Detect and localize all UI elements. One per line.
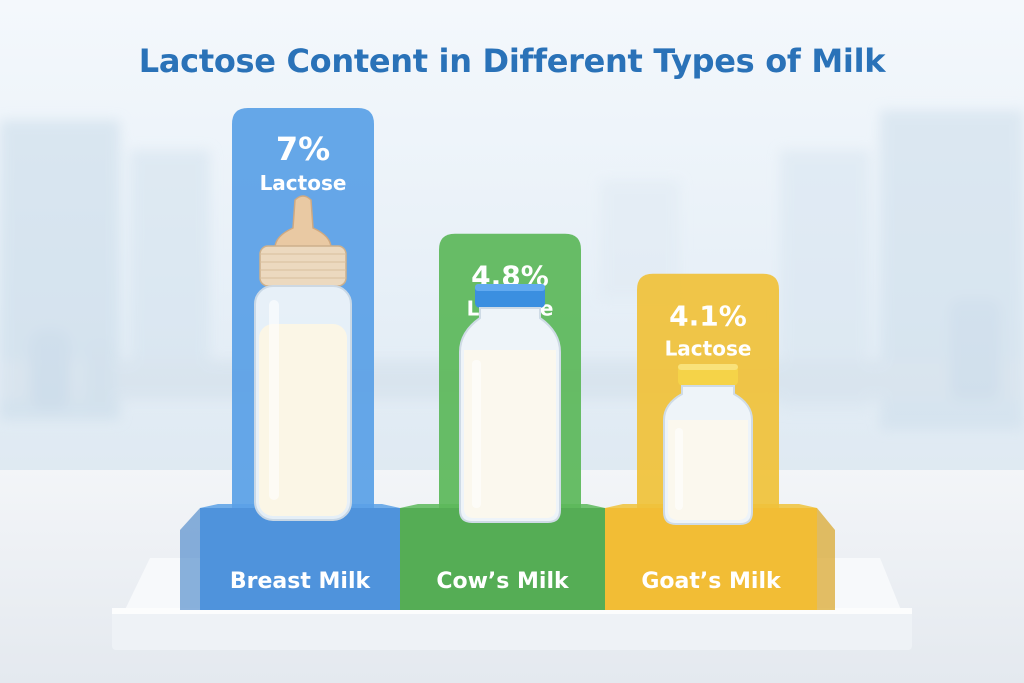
value-label: 4.1% xyxy=(669,300,747,333)
category-label: Cow’s Milk xyxy=(436,569,570,594)
value-sublabel: Lactose xyxy=(665,337,752,361)
pedestal-left-side xyxy=(180,508,200,610)
milk-bottle-icon xyxy=(459,284,561,523)
category-block-front xyxy=(400,508,605,610)
milk-jar-icon xyxy=(663,364,753,525)
pedestal-right-side xyxy=(817,508,835,610)
category-label: Breast Milk xyxy=(230,569,372,594)
value-sublabel: Lactose xyxy=(260,171,347,195)
chart-title: Lactose Content in Different Types of Mi… xyxy=(138,42,886,80)
value-label: 7% xyxy=(276,130,330,168)
category-label: Goat’s Milk xyxy=(641,569,782,594)
category-block-front xyxy=(200,508,400,610)
baby-bottle-icon xyxy=(254,195,352,521)
